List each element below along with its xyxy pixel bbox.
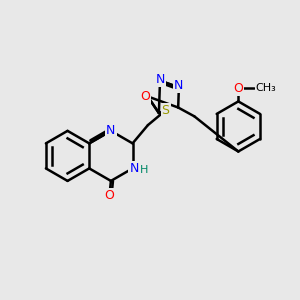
- Text: S: S: [162, 104, 170, 117]
- Text: O: O: [140, 90, 150, 103]
- Text: N: N: [174, 80, 184, 92]
- Text: N: N: [129, 162, 139, 175]
- Text: N: N: [106, 124, 116, 137]
- Text: N: N: [155, 73, 165, 85]
- Text: O: O: [104, 189, 114, 202]
- Text: H: H: [140, 165, 148, 175]
- Text: CH₃: CH₃: [255, 83, 276, 93]
- Text: O: O: [233, 82, 243, 95]
